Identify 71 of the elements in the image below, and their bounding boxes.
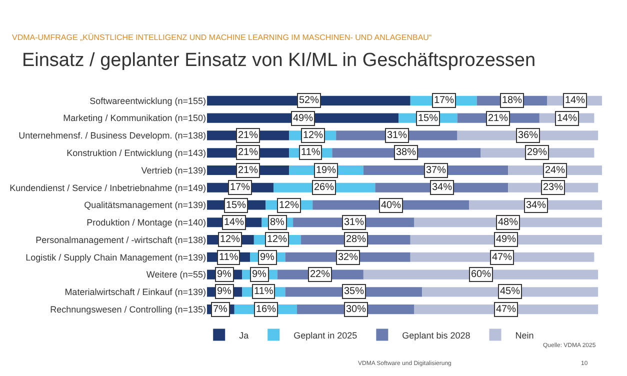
data-label: 12% (279, 200, 300, 211)
data-label: 30% (346, 304, 366, 315)
data-label: 45% (500, 286, 520, 297)
data-label: 17% (434, 95, 454, 106)
data-label: 9% (252, 269, 267, 280)
data-label: 12% (267, 234, 288, 245)
y-tick-label: Qualitätsmanagement (n=139) (84, 200, 206, 210)
data-label: 15% (226, 200, 246, 211)
data-label: 34% (432, 182, 452, 193)
data-label: 47% (496, 304, 516, 315)
y-tick-label: Vertrieb (n=139) (141, 165, 206, 176)
data-label: 24% (545, 165, 566, 176)
data-label: 23% (543, 182, 564, 193)
data-label: 17% (230, 182, 250, 193)
y-tick-label: Konstruktion / Entwicklung (n=143) (66, 148, 206, 158)
data-label: 38% (396, 147, 416, 158)
data-label: 18% (502, 95, 522, 106)
data-label: 12% (303, 130, 324, 141)
data-label: 37% (426, 165, 446, 176)
data-label: 26% (314, 182, 334, 193)
y-tick-label: Kundendienst / Service / Inbetriebnahme (n=149) (10, 182, 206, 193)
data-label: 21% (488, 113, 508, 124)
data-label: 12% (220, 234, 240, 245)
y-tick-label: Materialwirtschaft / Einkauf (n=139) (64, 287, 206, 298)
data-label: 48% (498, 217, 518, 228)
data-label: 21% (238, 130, 258, 141)
y-tick-label: Produktion / Montage (n=140) (86, 218, 206, 228)
data-label: 16% (256, 304, 276, 315)
y-tick-label: Weitere (n=55) (146, 270, 206, 280)
data-label: 31% (344, 217, 364, 228)
legend-label: Geplant in 2025 (294, 330, 358, 340)
y-tick-label: Logistik / Supply Chain Management (n=139) (26, 252, 206, 262)
data-label: 8% (270, 217, 285, 228)
y-tick-label: Softwareentwicklung (n=155) (90, 96, 206, 106)
data-label: 49% (496, 234, 516, 245)
data-label: 40% (381, 200, 402, 211)
data-label: 15% (418, 113, 438, 124)
data-label: 11% (301, 147, 320, 158)
data-label: 22% (310, 269, 330, 280)
data-label: 47% (492, 252, 512, 263)
data-label: 19% (316, 165, 336, 176)
data-label: 9% (217, 269, 232, 280)
data-label: 49% (293, 113, 314, 124)
data-label: 9% (217, 286, 232, 297)
y-tick-label: Rechnungswesen / Controlling (n=135) (50, 304, 206, 314)
y-tick-label: Marketing / Kommunikation (n=150) (63, 113, 206, 124)
data-label: 11% (219, 252, 238, 263)
data-label: 34% (526, 200, 546, 211)
data-label: 11% (254, 286, 274, 297)
legend-label: Nein (515, 330, 534, 340)
y-tick-label: Personalmanagement / -wirtschaft (n=138) (36, 234, 206, 245)
chart-subtitle: VDMA-UMFRAGE „KÜNSTLICHE INTELLIGENZ UND MACHINE LEARNING IM MASCHINEN- UND ANLAGENBAU“ (12, 33, 432, 42)
data-label: 7% (213, 304, 228, 315)
legend-label: Geplant bis 2028 (402, 330, 470, 340)
chart-title: Einsatz / geplanter Einsatz von KI/ML in Geschäftsprozessen (22, 50, 536, 71)
data-label: 32% (338, 252, 358, 263)
data-label: 9% (260, 252, 275, 263)
data-label: 29% (527, 147, 548, 158)
data-label: 31% (387, 130, 408, 141)
data-label: 14% (224, 217, 244, 228)
data-label: 52% (299, 95, 320, 106)
data-label: 36% (518, 130, 538, 141)
data-label: 28% (346, 234, 366, 245)
data-label: 60% (471, 269, 492, 280)
data-label: 14% (565, 95, 586, 106)
data-label: 21% (238, 147, 258, 158)
y-tick-label: Unternehmensf. / Business Developm. (n=138) (18, 130, 206, 141)
data-label: 21% (238, 165, 258, 176)
data-label: 35% (344, 286, 364, 297)
data-label: 14% (557, 113, 578, 124)
legend-label: Ja (239, 330, 249, 340)
